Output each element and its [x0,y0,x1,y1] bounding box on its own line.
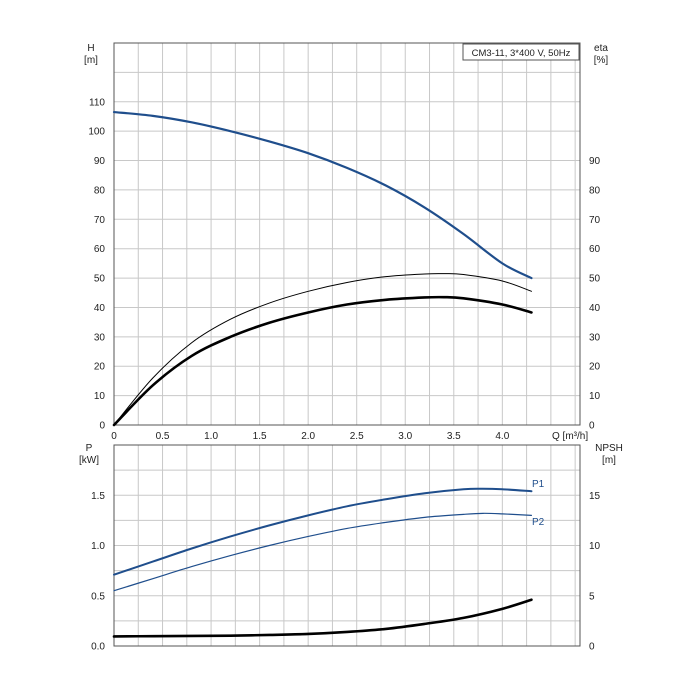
bottom-y-tick-label: 1.0 [91,541,105,552]
x-tick-label: 0 [111,431,117,442]
top-plot-frame [113,42,581,426]
x-tick-label: 1.5 [253,431,267,442]
bottom-series-2-line [112,598,533,638]
top-y2-tick-label: 80 [589,185,601,196]
top-y2-tick-label: 10 [589,391,601,402]
top-series-1-line [113,273,532,426]
bottom-y-tick-label: 0.5 [91,591,105,602]
top-y-tick-label: 70 [94,215,106,226]
x-tick-label: 0.5 [156,431,170,442]
top-y-tick-label: 80 [94,185,106,196]
top-y2-tick-label: 60 [589,244,601,255]
bottom-y-axis-unit: [kW] [79,455,99,466]
p1-series-label: P1 [532,479,545,490]
bottom-tick-labels: 0.0 0.5 1.0 1.5 0 5 10 15 [91,491,600,653]
bottom-y-tick-label: 0.0 [91,642,105,653]
top-y2-tick-label: 0 [589,421,595,432]
head-efficiency-chart: CM3-11, 3*400 V, 50Hz H [m] eta [%] Q [m… [84,42,609,442]
top-y2-tick-label: 50 [589,274,601,285]
top-y2-axis-label: eta [594,43,608,54]
power-npsh-chart: P [kW] NPSH [m] 0.0 0.5 1.0 1.5 0 5 10 15 P1 P2 [79,443,623,653]
x-axis-label: Q [m³/h] [552,431,588,442]
bottom-y2-axis-label: NPSH [595,443,623,454]
top-tick-labels: 0 10 20 30 40 50 60 70 80 90 100 110 0 10 20 30 40 50 60 70… [88,97,600,442]
top-y-tick-label: 50 [94,274,106,285]
top-y-tick-label: 30 [94,332,106,343]
top-y-tick-label: 100 [88,127,105,138]
x-tick-label: 4.0 [495,431,509,442]
top-series-0-line [112,110,533,280]
top-y-tick-label: 90 [94,156,106,167]
bottom-y-tick-label: 1.5 [91,491,105,502]
top-y2-tick-label: 20 [589,362,601,373]
bottom-y2-tick-label: 0 [589,642,595,653]
x-tick-label: 3.5 [447,431,461,442]
p2-series-label: P2 [532,517,545,528]
x-tick-label: 3.0 [398,431,412,442]
chart-title: CM3-11, 3*400 V, 50Hz [472,48,571,59]
top-y-tick-label: 0 [99,421,105,432]
top-y2-tick-label: 70 [589,215,601,226]
top-series-2-line [112,295,533,427]
bottom-y2-tick-label: 15 [589,491,601,502]
top-grid [114,43,580,425]
p1-line [113,487,533,576]
bottom-series [112,487,533,638]
top-y-axis-unit: [m] [84,55,98,66]
bottom-y2-axis-unit: [m] [602,455,616,466]
top-y2-axis-unit: [%] [594,55,609,66]
bottom-plot-frame [113,444,581,647]
top-y-axis-label: H [87,43,94,54]
top-y2-tick-label: 40 [589,303,601,314]
bottom-y2-tick-label: 5 [589,591,595,602]
top-series [112,110,533,427]
title-box [462,43,580,61]
x-tick-label: 2.0 [301,431,315,442]
p2-line [113,512,533,592]
x-tick-label: 1.0 [204,431,218,442]
top-y-tick-label: 10 [94,391,106,402]
top-y-tick-label: 60 [94,244,106,255]
top-y-tick-label: 40 [94,303,106,314]
top-y-tick-label: 20 [94,362,106,373]
top-y2-tick-label: 30 [589,332,601,343]
top-y-tick-label: 110 [89,97,105,108]
bottom-grid [114,445,580,646]
top-title-box: CM3-11, 3*400 V, 50Hz [462,43,580,61]
x-tick-label: 2.5 [350,431,364,442]
bottom-y-axis-label: P [86,443,93,454]
bottom-y2-tick-label: 10 [589,541,601,552]
top-y2-tick-label: 90 [589,156,601,167]
